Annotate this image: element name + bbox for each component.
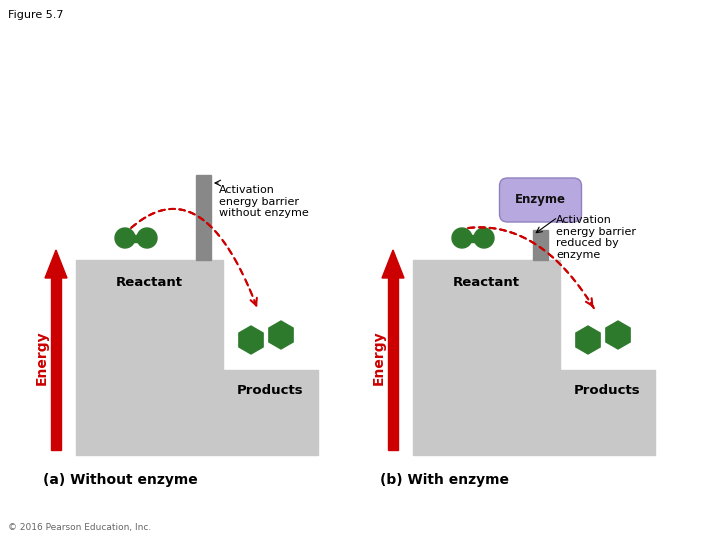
Polygon shape [269,321,293,349]
Text: Energy: Energy [372,330,386,385]
Polygon shape [606,321,630,349]
Polygon shape [45,250,67,278]
Bar [388,278,398,450]
Polygon shape [576,326,600,354]
Circle shape [452,228,472,248]
Circle shape [115,228,135,248]
Text: Activation
energy barrier
reduced by
enzyme: Activation energy barrier reduced by enz… [556,215,636,260]
Text: Activation
energy barrier
without enzyme: Activation energy barrier without enzyme [219,185,309,218]
Text: Enzyme: Enzyme [515,193,566,206]
Text: © 2016 Pearson Education, Inc.: © 2016 Pearson Education, Inc. [8,523,151,532]
Text: Energy: Energy [35,330,49,385]
Circle shape [137,228,157,248]
Polygon shape [239,326,263,354]
Bar [51,278,61,450]
Text: Reactant: Reactant [116,275,183,288]
Bar [196,175,211,260]
Bar [533,230,548,260]
Text: (a) Without enzyme: (a) Without enzyme [43,473,198,487]
FancyBboxPatch shape [500,178,582,222]
Bar [223,370,318,455]
Bar [413,260,560,455]
Bar [76,260,223,455]
Text: Figure 5.7: Figure 5.7 [8,10,63,20]
Text: Products: Products [574,383,641,396]
Circle shape [474,228,494,248]
Bar [560,370,655,455]
Text: Reactant: Reactant [453,275,520,288]
Bar [125,234,147,241]
Bar [462,234,484,241]
Polygon shape [382,250,404,278]
Text: Products: Products [237,383,304,396]
Text: (b) With enzyme: (b) With enzyme [380,473,509,487]
